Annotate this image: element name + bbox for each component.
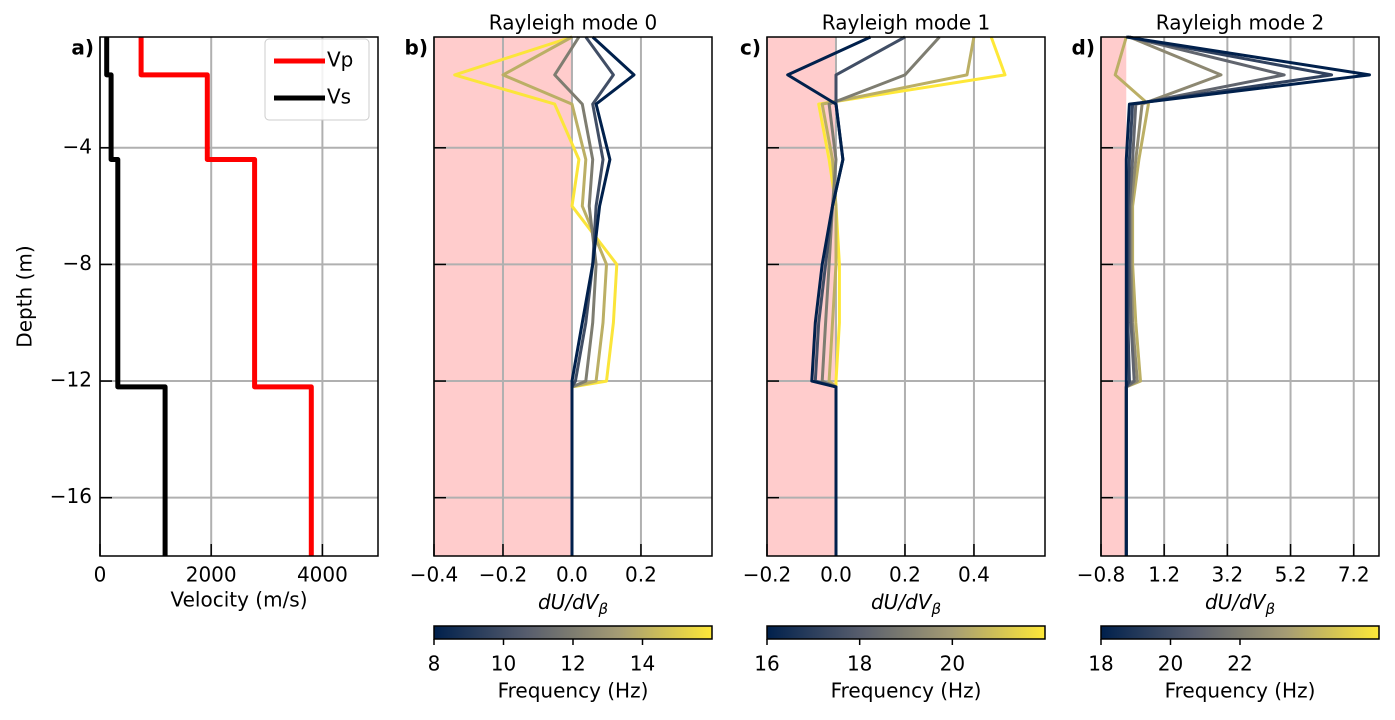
x-axis-label-sub: β — [1264, 600, 1275, 618]
x-axis-label: dU/dVβ — [1205, 590, 1275, 618]
colorbar-label: Frequency (Hz) — [831, 679, 982, 703]
colorbar-tick-label: 20 — [940, 652, 965, 676]
chart-title: Rayleigh mode 2 — [1156, 11, 1325, 35]
kernel-line — [1124, 35, 1223, 556]
y-axis-label: Depth (m) — [13, 245, 37, 347]
panel: −0.8 1.2 3.2 5.2 7.2 Rayleigh mode 2 dU/dVβ 18 2… — [1072, 11, 1380, 703]
velocity-line — [138, 37, 314, 556]
colorbar-tick-label: 18 — [1088, 652, 1113, 676]
panel: 0 2000 4000 −4 −8 −12 −16 Vp Vs Depth (m) Velocity… — [13, 36, 379, 612]
x-tick-label: 3.2 — [1211, 563, 1243, 587]
panel-label: d) — [1072, 36, 1095, 60]
negative-shade — [1101, 37, 1127, 556]
legend-label: Vs — [327, 85, 351, 109]
x-tick-label: −0.2 — [743, 563, 792, 587]
x-tick-label: 0.0 — [820, 563, 852, 587]
x-tick-label: 0.0 — [556, 563, 588, 587]
x-tick-label: −0.4 — [410, 563, 459, 587]
colorbar — [433, 625, 713, 640]
kernel-line — [817, 36, 1007, 556]
x-tick-label: −0.2 — [479, 563, 528, 587]
x-tick-label: 5.2 — [1275, 563, 1307, 587]
colorbar-tick-label: 20 — [1158, 652, 1183, 676]
x-axis-label-main: dU/dV — [538, 590, 600, 614]
colorbar-tick-label: 22 — [1227, 652, 1252, 676]
x-axis-label: dU/dVβ — [871, 590, 941, 618]
kernel-line — [570, 36, 615, 556]
x-tick-label: 0.4 — [958, 563, 990, 587]
colorbar — [1100, 625, 1380, 640]
axes-frame — [1100, 36, 1380, 557]
axes-frame — [766, 36, 1046, 557]
x-axis-label-sub: β — [597, 600, 608, 618]
x-axis-label-main: dU/dV — [871, 590, 933, 614]
colorbar-label: Frequency (Hz) — [498, 679, 649, 703]
x-tick-label: 0.2 — [625, 563, 657, 587]
x-tick-label: 0.2 — [889, 563, 921, 587]
colorbar-tick-label: 8 — [428, 652, 441, 676]
x-tick-label: −0.8 — [1077, 563, 1126, 587]
y-tick-label: −4 — [63, 134, 92, 158]
colorbar-tick-label: 14 — [630, 652, 655, 676]
colorbar-label: Frequency (Hz) — [1165, 679, 1316, 703]
panel-label: b) — [405, 36, 428, 60]
kernel-line — [1124, 35, 1334, 556]
kernel-line — [1124, 35, 1286, 556]
colorbar-tick-label: 10 — [491, 652, 516, 676]
kernel-line — [553, 36, 598, 556]
x-tick-label: 7.2 — [1338, 563, 1370, 587]
axes-frame — [99, 36, 379, 557]
chart-title: Rayleigh mode 1 — [822, 11, 991, 35]
x-tick-label: 2000 — [186, 563, 237, 587]
legend-label: Vp — [327, 48, 353, 72]
x-tick-label: 4000 — [297, 563, 348, 587]
y-tick-label: −8 — [63, 251, 92, 275]
panel-label: c) — [740, 36, 761, 60]
colorbar-tick-label: 12 — [560, 652, 585, 676]
panel: −0.2 0.0 0.2 0.4 Rayleigh mode 1 dU/dVβ 16 18 20… — [740, 11, 1046, 703]
colorbar-tick-label: 16 — [754, 652, 779, 676]
kernel-line — [786, 35, 872, 556]
y-tick-label: −16 — [50, 484, 92, 508]
kernel-line — [820, 36, 976, 556]
y-tick-label: −12 — [50, 368, 92, 392]
kernel-line — [1124, 35, 1371, 556]
colorbar — [766, 625, 1046, 640]
x-tick-label: 1.2 — [1148, 563, 1180, 587]
chart-title: Rayleigh mode 0 — [489, 11, 658, 35]
kernel-line — [570, 35, 636, 556]
x-axis-label-main: dU/dV — [1205, 590, 1267, 614]
x-axis-label-sub: β — [930, 600, 941, 618]
panel-label: a) — [71, 36, 94, 60]
colorbar-tick-label: 18 — [847, 652, 872, 676]
x-axis-label: dU/dVβ — [538, 590, 608, 618]
legend-box — [264, 38, 370, 121]
x-axis-label: Velocity (m/s) — [170, 588, 307, 612]
axes-frame — [433, 36, 713, 557]
panel: −0.4 −0.2 0.0 0.2 Rayleigh mode 0 dU/dVβ 8 10 12… — [405, 11, 713, 703]
x-tick-label: 0 — [94, 563, 107, 587]
velocity-line — [104, 37, 168, 556]
